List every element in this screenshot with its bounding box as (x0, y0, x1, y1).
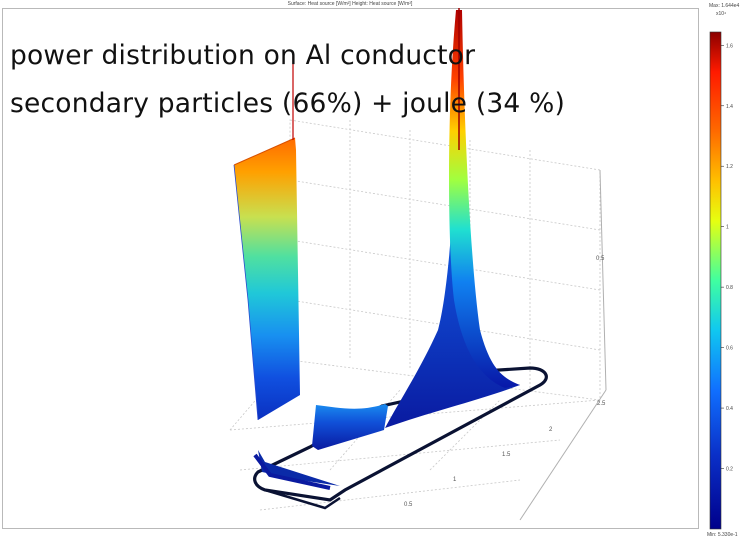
grid-line (289, 239, 601, 291)
left-base-surface (258, 450, 340, 486)
colorbar-ticks: 1.6 1.4 1.2 1 0.8 0.6 0.4 0.2 (721, 43, 733, 473)
colorbar: 1.6 1.4 1.2 1 0.8 0.6 0.4 0.2 (709, 31, 733, 530)
spike-surface (449, 10, 520, 388)
axis-edge (519, 389, 607, 521)
colorbar-tick-label: 1 (726, 225, 729, 231)
axis-edge (599, 169, 607, 391)
overlay-caption-line-1: power distribution on Al conductor (10, 40, 476, 71)
colorbar-tick-label: 0.8 (726, 285, 733, 291)
left-face-edge (233, 164, 259, 421)
overlay-caption-line-2: secondary particles (66%) + joule (34 %) (10, 88, 566, 119)
y-tick-label: 2 (549, 427, 553, 433)
y-tick-label: 1.5 (502, 452, 511, 458)
grid-line (289, 179, 601, 231)
y-tick-label: 0.5 (404, 502, 413, 508)
colorbar-tick-label: 0.2 (726, 467, 733, 473)
colorbar-multiplier: x10⁴ (716, 11, 727, 17)
plot-title: Surface: Heat source [W/m²] Height: Heat… (287, 1, 413, 7)
colorbar-tick-label: 1.4 (726, 104, 733, 110)
middle-base-surface (312, 404, 388, 450)
left-face (233, 137, 300, 421)
colorbar-min-label: Min: 5.330e-1 (707, 532, 738, 538)
colorbar-max-label: Max: 1.644e4 (709, 3, 740, 9)
left-face-surface (234, 138, 300, 420)
left-face-top-edge (233, 137, 296, 166)
grid-line (429, 399, 501, 471)
colorbar-gradient (709, 31, 722, 530)
y-tick-label: 2.5 (597, 401, 606, 407)
colorbar-tick-label: 1.2 (726, 164, 733, 170)
grid-line (239, 439, 561, 471)
plot-panel (2, 8, 699, 529)
axis-box (519, 169, 607, 521)
outline-edge (264, 488, 341, 510)
left-base-ridge (253, 453, 331, 490)
y-tick-label: 1 (453, 477, 457, 483)
colorbar-tick-label: 1.6 (726, 43, 733, 49)
colorbar-tick-label: 0.6 (726, 346, 733, 352)
colorbar-tick-label: 0.4 (726, 406, 733, 412)
z-tick-label: 0.5 (596, 256, 605, 262)
